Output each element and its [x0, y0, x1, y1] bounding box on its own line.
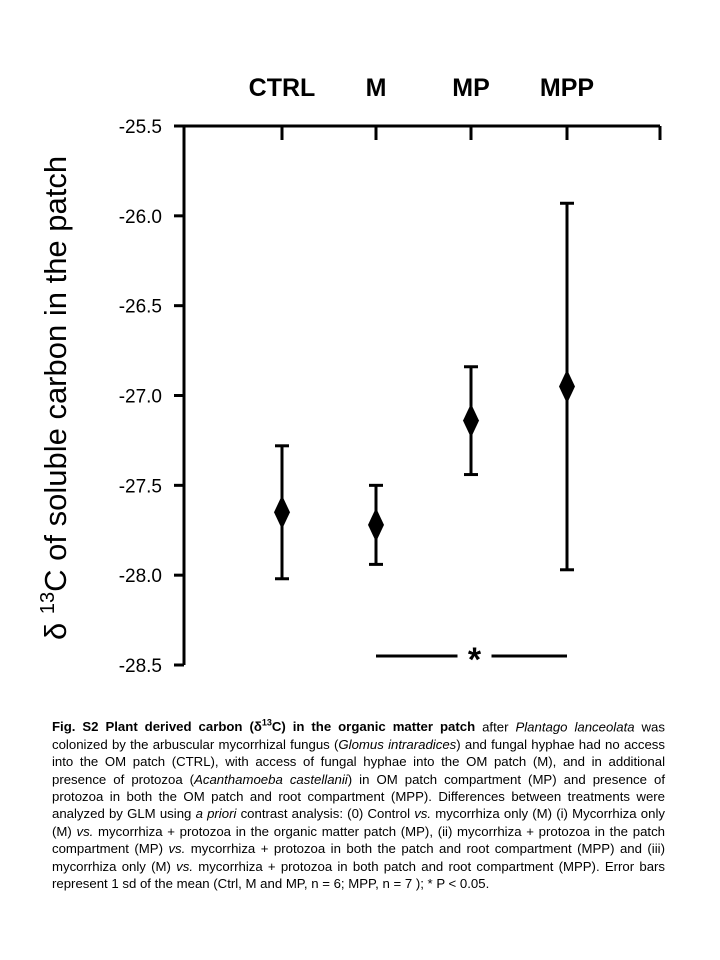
caption-text-4: ) in OM patch compartment (MP) and prese… — [52, 771, 665, 822]
caption-text-3: ) and fungal hyphae had no access into t… — [52, 736, 665, 787]
caption-text-1: after — [475, 719, 516, 735]
y-tick-label: -28.5 — [119, 656, 162, 677]
caption-text-9: mycorrhiza + protozoa in both patch and … — [52, 858, 666, 892]
caption-italic-4: a priori — [195, 806, 237, 822]
category-labels: CTRL M MP MPP — [249, 74, 594, 102]
category-label: MP — [452, 74, 490, 102]
y-tick-label: -25.5 — [119, 117, 162, 138]
caption-text-5: contrast analysis: (0) Control — [236, 806, 415, 822]
data-points — [274, 201, 575, 581]
y-tick-label: -26.0 — [119, 207, 162, 228]
y-tick-label: -26.5 — [119, 297, 162, 318]
figure-caption: Fig. S2 Plant derived carbon (δ13C) in t… — [52, 715, 665, 892]
caption-text-6: mycorrhiza only (M) (i) Mycorrhiza only … — [52, 806, 665, 839]
caption-text-8: mycorrhiza + protozoa in both the patch … — [52, 841, 665, 874]
data-point-diamond — [368, 507, 384, 542]
caption-italic-6: vs. — [76, 823, 94, 839]
caption-text-2: was colonized by the arbuscular mycorrhi… — [52, 719, 665, 752]
caption-italic-1: Plantago lanceolata — [515, 719, 635, 735]
significance-bracket: * — [376, 641, 567, 679]
y-axis-label: δ 13C of soluble carbon in the patch — [37, 156, 73, 640]
caption-bold-sup: 13 — [261, 718, 272, 728]
svg-text:δ 13C of soluble carbon in the: δ 13C of soluble carbon in the patch — [37, 156, 73, 640]
caption-italic-2: Glomus intraradices — [338, 736, 457, 752]
caption-bold: Fig. S2 Plant derived carbon (δ13C) in t… — [52, 718, 476, 735]
caption-italic-7: vs. — [168, 841, 186, 857]
axes — [174, 124, 662, 667]
caption-bold-tail: C) in the organic matter patch — [271, 719, 476, 735]
data-point-diamond — [274, 495, 290, 530]
caption-text-7: mycorrhiza + protozoa in the organic mat… — [52, 823, 665, 857]
y-axis-label-main: C of soluble carbon in the patch — [38, 156, 73, 592]
significance-star: * — [468, 641, 482, 679]
category-label: CTRL — [249, 74, 316, 102]
y-tick-label: -28.0 — [119, 566, 162, 587]
caption-italic-8: vs. — [176, 858, 193, 874]
y-tick-label: -27.5 — [119, 476, 162, 497]
y-axis-label-prefix: δ — [38, 614, 73, 640]
y-axis-label-sup: 13 — [37, 592, 59, 614]
y-tick-label: -27.0 — [119, 387, 162, 408]
caption-bold-lead: Fig. S2 Plant derived carbon (δ — [52, 719, 262, 735]
data-point-diamond — [559, 369, 575, 404]
category-label: M — [366, 74, 387, 102]
data-point-diamond — [463, 403, 479, 438]
y-tick-labels: -25.5 -26.0 -26.5 -27.0 -27.5 -28.0 -28.5 — [119, 117, 162, 677]
caption-italic-5: vs. — [414, 806, 432, 822]
caption-italic-3: Acanthamoeba castellanii — [194, 771, 348, 787]
chart: δ 13C of soluble carbon in the patch -25… — [37, 74, 662, 679]
category-label: MPP — [540, 74, 594, 102]
